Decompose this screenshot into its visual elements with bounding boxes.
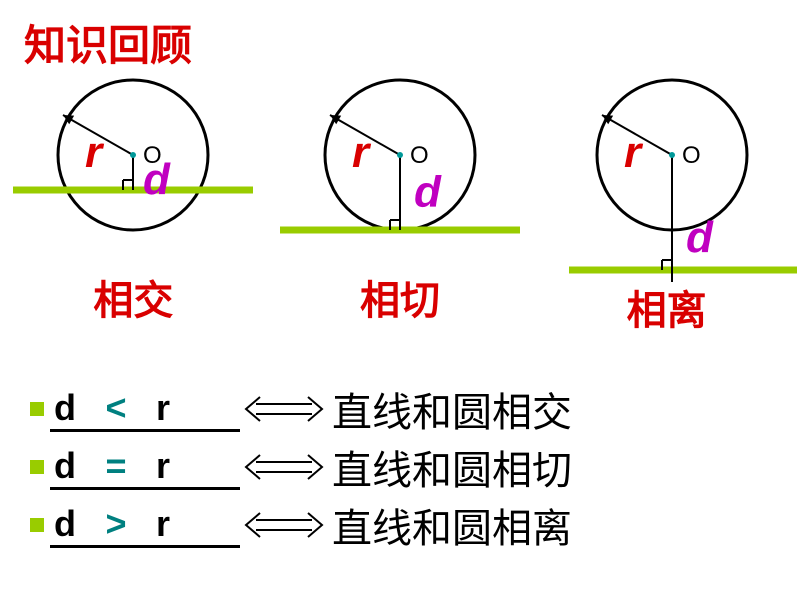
rules-list: d < r 直线和圆相交 d = r 直线和圆相切 d: [30, 380, 572, 554]
rel-right: r: [156, 445, 170, 486]
rule-desc: 直线和圆相切: [332, 438, 572, 496]
label-r: r: [85, 128, 105, 177]
label-o: O: [682, 142, 701, 169]
caption-tangent: 相切: [270, 268, 530, 326]
diagram-intersect: r O d 相交: [3, 60, 263, 320]
bullet-icon: [30, 460, 44, 474]
diagram-separate: r O d 相离: [537, 60, 797, 320]
caption-intersect: 相交: [3, 268, 263, 326]
relation-expr: d < r: [50, 387, 240, 432]
bullet-icon: [30, 402, 44, 416]
rule-row: d < r 直线和圆相交: [30, 380, 572, 438]
rule-desc: 直线和圆相离: [332, 496, 572, 554]
double-arrow-icon: [244, 511, 324, 539]
label-d: d: [414, 168, 442, 217]
rel-right: r: [156, 387, 170, 428]
label-r: r: [624, 128, 644, 177]
center-dot: [397, 152, 403, 158]
rel-op: >: [86, 503, 146, 545]
relation-expr: d = r: [50, 445, 240, 490]
label-d: d: [686, 213, 714, 262]
rel-op: =: [86, 445, 146, 487]
rule-desc: 直线和圆相交: [332, 380, 572, 438]
rel-left: d: [54, 503, 76, 544]
caption-separate: 相离: [537, 278, 797, 336]
rel-left: d: [54, 387, 76, 428]
label-r: r: [352, 128, 372, 177]
label-d: d: [143, 155, 171, 204]
diagram-tangent: r O d 相切: [270, 60, 530, 320]
rel-op: <: [86, 387, 146, 429]
bullet-icon: [30, 518, 44, 532]
label-o: O: [410, 142, 429, 169]
rel-left: d: [54, 445, 76, 486]
diagram-row: r O d 相交 r O d 相切: [0, 60, 800, 320]
double-arrow-icon: [244, 395, 324, 423]
double-arrow-icon: [244, 453, 324, 481]
relation-expr: d > r: [50, 503, 240, 548]
rel-right: r: [156, 503, 170, 544]
center-dot: [669, 152, 675, 158]
center-dot: [130, 152, 136, 158]
rule-row: d = r 直线和圆相切: [30, 438, 572, 496]
rule-row: d > r 直线和圆相离: [30, 496, 572, 554]
